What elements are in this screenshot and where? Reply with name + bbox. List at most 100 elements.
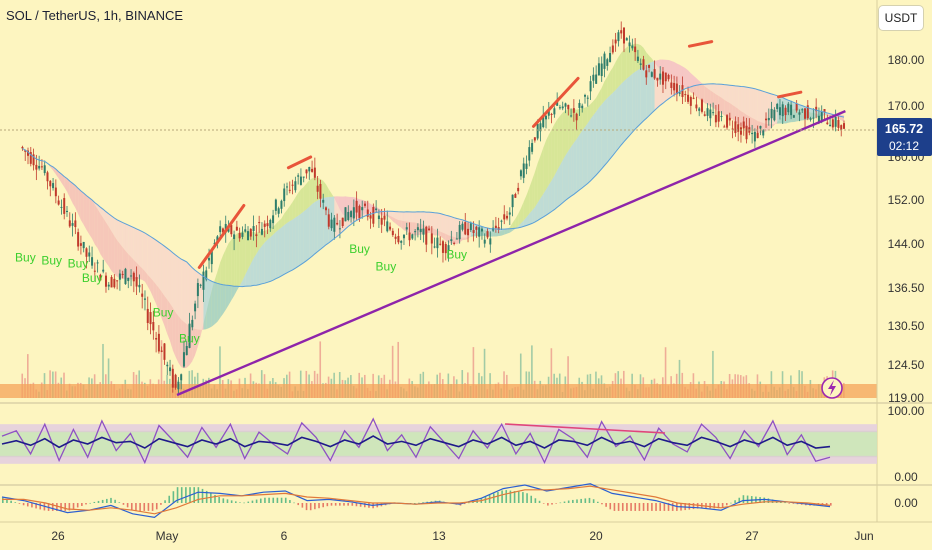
macd-hist-bar <box>418 502 420 504</box>
cloud-segment-outer <box>754 88 758 121</box>
macd-hist-bar <box>526 493 528 503</box>
cloud-segment <box>303 183 307 212</box>
lightning-icon[interactable] <box>821 377 843 399</box>
candle-body <box>792 115 795 118</box>
cloud-segment-outer <box>763 91 767 124</box>
macd-hist-bar <box>509 490 512 503</box>
cloud-segment <box>306 180 310 210</box>
candle-body <box>397 235 400 243</box>
cloud-segment <box>312 177 315 205</box>
candle-body <box>478 227 481 237</box>
cloud-segment <box>175 312 179 363</box>
macd-hist-bar <box>197 487 200 503</box>
macd-hist-bar <box>185 487 187 503</box>
cloud-segment <box>66 178 70 198</box>
candle-body <box>703 114 706 116</box>
candle-body <box>338 228 341 230</box>
cloud-segment-outer <box>799 104 803 121</box>
cloud-segment <box>403 221 407 232</box>
candle-body <box>65 210 68 213</box>
cloud-segment <box>142 268 145 282</box>
currency-button[interactable]: USDT <box>878 5 924 31</box>
macd-hist-bar <box>118 502 121 503</box>
macd-hist-bar <box>193 487 195 503</box>
candle-body <box>767 117 770 121</box>
cloud-segment <box>192 327 196 362</box>
macd-hist-bar <box>230 500 233 503</box>
cloud-segment <box>100 213 104 259</box>
cloud-segment <box>97 209 101 255</box>
candle-body <box>595 74 598 84</box>
cloud-segment-outer <box>504 228 508 235</box>
cloud-segment <box>579 108 583 135</box>
cloud-segment <box>699 80 702 102</box>
candle-body <box>503 214 506 220</box>
macd-hist-bar <box>492 493 495 503</box>
cloud-segment <box>250 231 254 264</box>
osc-oversold-band <box>0 455 877 464</box>
buy-label: Buy <box>376 259 397 273</box>
candle-body <box>146 308 149 323</box>
cloud-segment-outer <box>275 229 279 279</box>
cloud-segment-outer <box>543 189 547 218</box>
cloud-segment-outer <box>267 237 271 283</box>
y-tick-label: 130.50 <box>888 319 925 333</box>
cloud-segment <box>108 226 112 271</box>
candle-body <box>135 277 138 287</box>
candle-body <box>809 118 812 120</box>
candle-body <box>24 150 27 152</box>
trendline[interactable] <box>176 109 846 397</box>
candle-body <box>361 207 364 211</box>
macd-hist-bar <box>101 499 104 503</box>
cloud-segment <box>415 222 418 236</box>
macd-hist-bar <box>85 503 87 505</box>
candle-body <box>834 116 837 127</box>
macd-hist-bar <box>176 487 179 503</box>
cloud-segment-outer <box>292 217 296 270</box>
buy-label: Buy <box>15 251 36 265</box>
candle-body <box>283 188 286 202</box>
cloud-segment <box>610 67 613 96</box>
cloud-segment <box>754 119 758 134</box>
volume-bar <box>531 345 533 398</box>
volume-bar <box>160 340 163 398</box>
macd-hist-bar <box>289 500 291 503</box>
cloud-segment-outer <box>189 264 193 328</box>
cloud-segment <box>543 140 547 195</box>
macd-hist-bar <box>746 495 749 503</box>
cloud-segment-outer <box>423 211 427 227</box>
buy-label: Buy <box>41 254 62 268</box>
candle-body <box>143 298 146 300</box>
cloud-segment-outer <box>635 69 638 130</box>
macd-hist-bar <box>2 497 4 503</box>
candle-body <box>107 284 110 287</box>
cloud-segment <box>242 230 246 281</box>
cloud-segment-outer <box>665 59 669 101</box>
cloud-segment-outer <box>537 198 541 221</box>
cloud-segment-outer <box>128 225 132 257</box>
macd-line <box>1 483 831 519</box>
cloud-segment-outer <box>727 84 730 103</box>
macd-hist-bar <box>667 503 670 511</box>
cloud-segment-outer <box>615 86 619 152</box>
candle-body <box>116 280 119 282</box>
cloud-segment-outer <box>426 212 430 227</box>
macd-hist-bar <box>588 497 591 503</box>
cloud-segment-outer <box>565 150 569 201</box>
cloud-segment-outer <box>278 227 282 278</box>
cloud-segment-outer <box>250 258 254 286</box>
cloud-segment <box>111 231 115 274</box>
cloud-segment <box>392 217 396 224</box>
candle-body <box>166 364 169 367</box>
candle-body <box>611 45 614 53</box>
cloud-segment-outer <box>306 206 310 261</box>
cloud-segment <box>281 213 285 228</box>
candle-body <box>280 200 283 209</box>
macd-hist-bar <box>592 499 595 503</box>
candle-body <box>578 102 581 108</box>
candle-body <box>38 165 41 169</box>
volume-bars <box>0 340 877 398</box>
candle-body <box>798 112 801 115</box>
macd-hist-bar <box>688 503 691 510</box>
